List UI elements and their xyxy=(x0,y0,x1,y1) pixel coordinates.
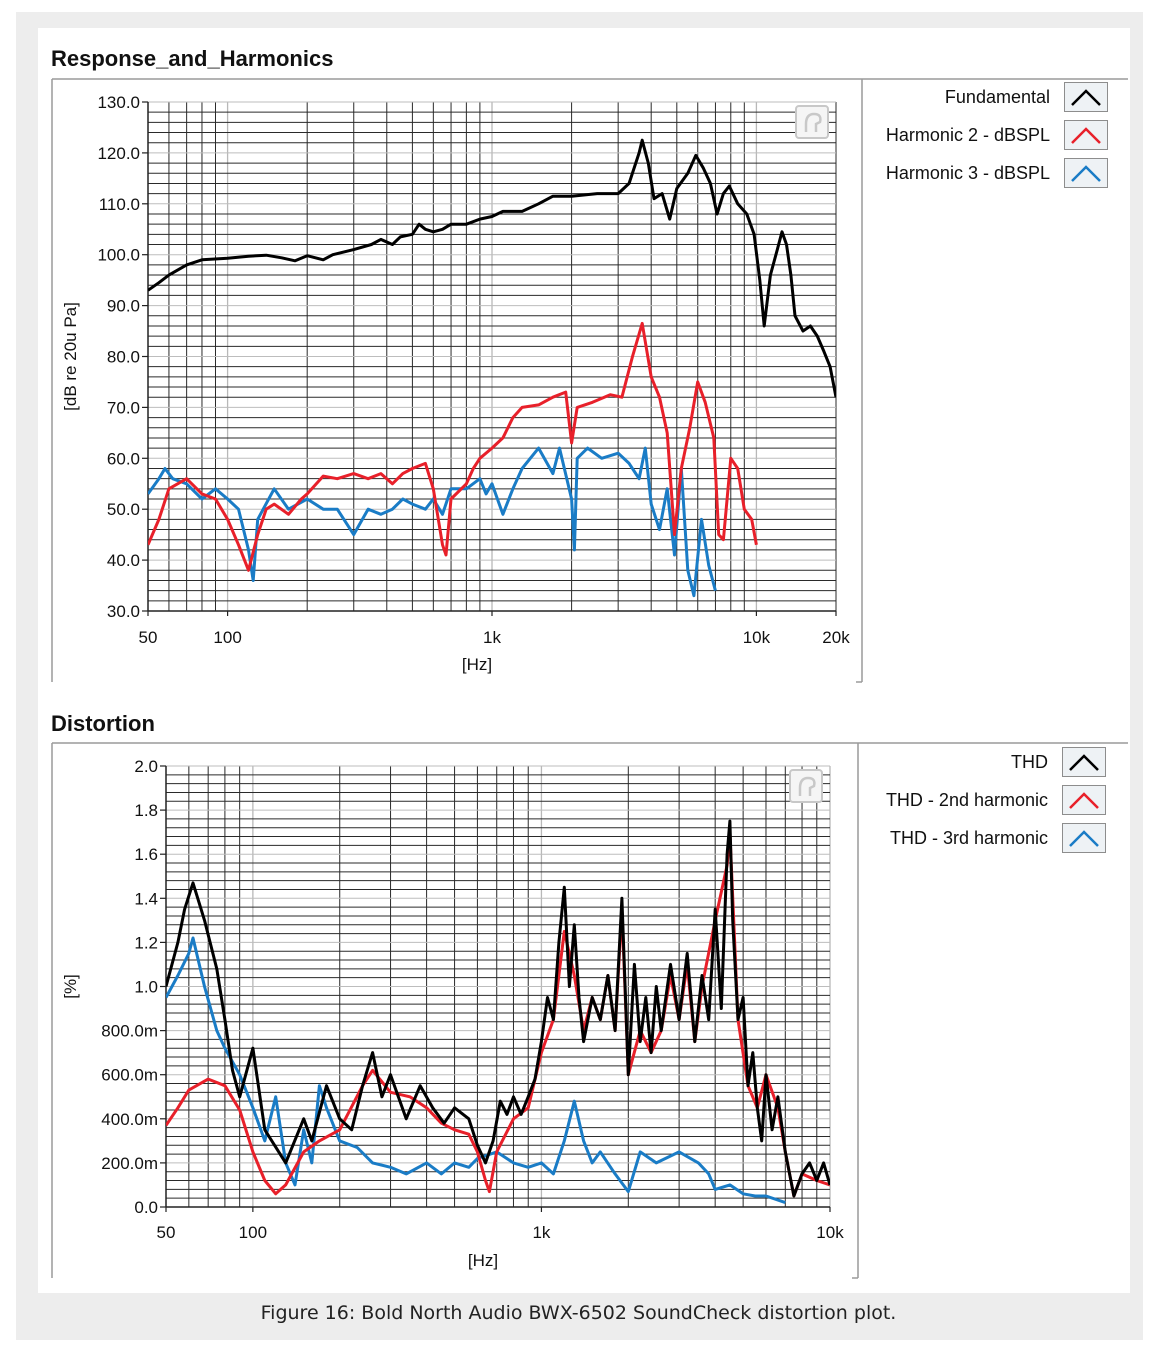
chart-title-distortion: Distortion xyxy=(51,711,155,736)
y-tick-label: 130.0 xyxy=(97,93,140,112)
grid xyxy=(165,765,831,1208)
legend-entry: THD - 2nd harmonic xyxy=(886,783,1106,817)
x-tick-label: 100 xyxy=(239,1223,267,1242)
legend-label: Harmonic 2 - dBSPL xyxy=(885,124,1050,145)
response-legend: Fundamental Harmonic 2 - dBSPL Harmonic 3 … xyxy=(860,80,1108,200)
distortion-chart: 0.0 200.0m 400.0m 600.0m 800.0m 1.0 1.2 1.4 1.6 1… xyxy=(51,742,1128,1279)
x-tick-label: 10k xyxy=(743,628,771,647)
y-tick-label: 1.4 xyxy=(134,889,158,908)
x-tick-label: 50 xyxy=(139,628,158,647)
x-tick-label: 50 xyxy=(157,1223,176,1242)
y-tick-label: 1.0 xyxy=(134,978,158,997)
x-tick-label: 1k xyxy=(532,1223,550,1242)
legend-swatch-icon xyxy=(1062,747,1106,777)
y-tick-label: 50.0 xyxy=(107,500,140,519)
y-tick-label: 200.0m xyxy=(101,1154,158,1173)
y-axis-label: [dB re 20u Pa] xyxy=(61,302,80,411)
y-tick-label: 1.8 xyxy=(134,801,158,820)
y-tick-label: 120.0 xyxy=(97,144,140,163)
y-tick-label: 90.0 xyxy=(107,297,140,316)
y-tick-label: 40.0 xyxy=(107,551,140,570)
legend-swatch-icon xyxy=(1064,158,1108,188)
chart-title-response: Response_and_Harmonics xyxy=(51,46,334,71)
x-tick-label: 1k xyxy=(483,628,501,647)
legend-entry: THD - 3rd harmonic xyxy=(890,821,1106,855)
y-tick-label: 0.0 xyxy=(134,1198,158,1217)
chart-tool-icon xyxy=(789,769,823,803)
legend-label: Harmonic 3 - dBSPL xyxy=(885,162,1050,183)
y-tick-label: 1.2 xyxy=(134,933,158,952)
y-tick-label: 600.0m xyxy=(101,1066,158,1085)
x-axis-label: [Hz] xyxy=(462,655,492,674)
series-line-harmonic-3-dbspl xyxy=(148,446,717,598)
x-tick-label: 10k xyxy=(816,1223,844,1242)
y-axis-label: [%] xyxy=(61,974,80,999)
x-tick-label: 100 xyxy=(213,628,241,647)
grid xyxy=(147,101,837,612)
y-tick-label: 30.0 xyxy=(107,602,140,621)
legend-label: THD - 2nd harmonic xyxy=(885,789,1048,810)
series-group xyxy=(148,138,836,598)
series-line-fundamental xyxy=(148,138,836,398)
y-tick-label: 70.0 xyxy=(107,398,140,417)
legend-entry: THD xyxy=(1011,745,1106,779)
y-tick-label: 100.0 xyxy=(97,246,140,265)
legend-label: THD - 3rd harmonic xyxy=(889,827,1048,848)
legend-label: THD xyxy=(1011,751,1048,772)
legend-label: Fundamental xyxy=(944,86,1050,107)
y-tick-label: 80.0 xyxy=(107,348,140,367)
legend-swatch-icon xyxy=(1062,823,1106,853)
y-tick-label: 110.0 xyxy=(99,195,140,214)
chart-tool-icon xyxy=(795,105,829,139)
legend-swatch-icon xyxy=(1062,785,1106,815)
legend-entry: Fundamental xyxy=(945,80,1108,114)
y-tick-label: 800.0m xyxy=(101,1022,158,1041)
figure-caption: Figure 16: Bold North Audio BWX-6502 Sou… xyxy=(260,1302,897,1324)
series-line-thd xyxy=(166,819,830,1198)
x-axis-label: [Hz] xyxy=(468,1251,498,1270)
y-tick-label: 400.0m xyxy=(101,1110,158,1129)
response-chart: 30.0 40.0 50.0 60.0 70.0 80.0 90.0 100.0 110.0 12… xyxy=(51,78,1128,683)
series-group xyxy=(166,819,830,1205)
legend-entry: Harmonic 3 - dBSPL xyxy=(886,156,1108,190)
y-tick-label: 1.6 xyxy=(134,845,158,864)
legend-swatch-icon xyxy=(1064,82,1108,112)
legend-entry: Harmonic 2 - dBSPL xyxy=(886,118,1108,152)
series-line-thd-3rd-harmonic xyxy=(166,936,786,1205)
distortion-legend: THD THD - 2nd harmonic THD - 3rd harmonic xyxy=(860,745,1106,865)
legend-swatch-icon xyxy=(1064,120,1108,150)
y-tick-label: 2.0 xyxy=(134,757,158,776)
series-line-harmonic-2-dbspl xyxy=(148,321,758,572)
x-tick-label: 20k xyxy=(822,628,850,647)
y-tick-label: 60.0 xyxy=(107,449,140,468)
